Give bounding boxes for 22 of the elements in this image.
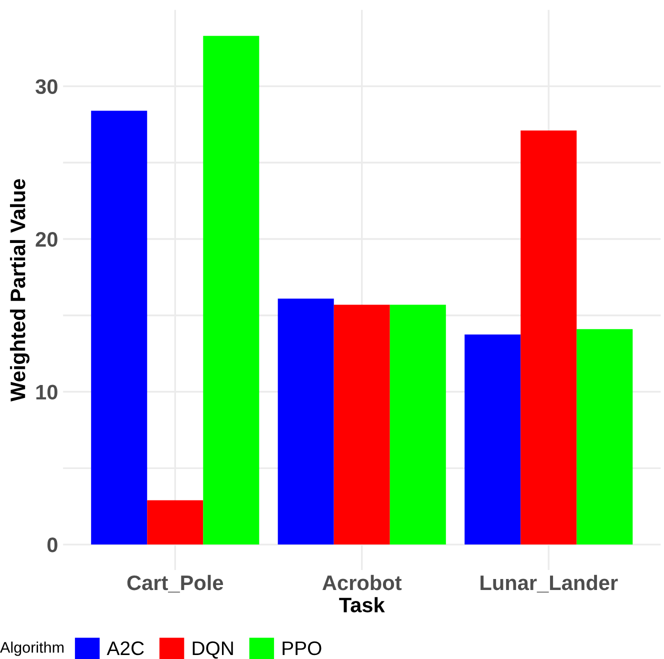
y-axis-title: Weighted Partial Value <box>10 179 30 402</box>
bar <box>464 334 521 545</box>
bar <box>390 304 446 545</box>
bar <box>91 110 148 545</box>
bar <box>520 130 577 545</box>
legend-label: DQN <box>192 641 233 659</box>
legend-title: Algorithm <box>0 642 64 656</box>
legend-label: PPO <box>282 641 322 656</box>
y-tick-label: 10 <box>36 384 58 400</box>
x-tick-label: Acrobot <box>322 574 402 590</box>
x-axis-title: Task <box>339 597 385 612</box>
bar <box>203 36 260 545</box>
bar <box>576 329 633 545</box>
y-tick-label: 20 <box>36 232 58 247</box>
y-tick-label: 30 <box>36 79 58 94</box>
bar <box>147 500 204 545</box>
x-tick-label: Lunar_Lander <box>480 574 618 593</box>
x-tick-label: Cart_Pole <box>127 574 224 593</box>
bar <box>334 304 390 545</box>
bar <box>278 298 334 545</box>
y-tick-label: 0 <box>47 538 58 552</box>
legend-label: A2C <box>106 641 144 656</box>
